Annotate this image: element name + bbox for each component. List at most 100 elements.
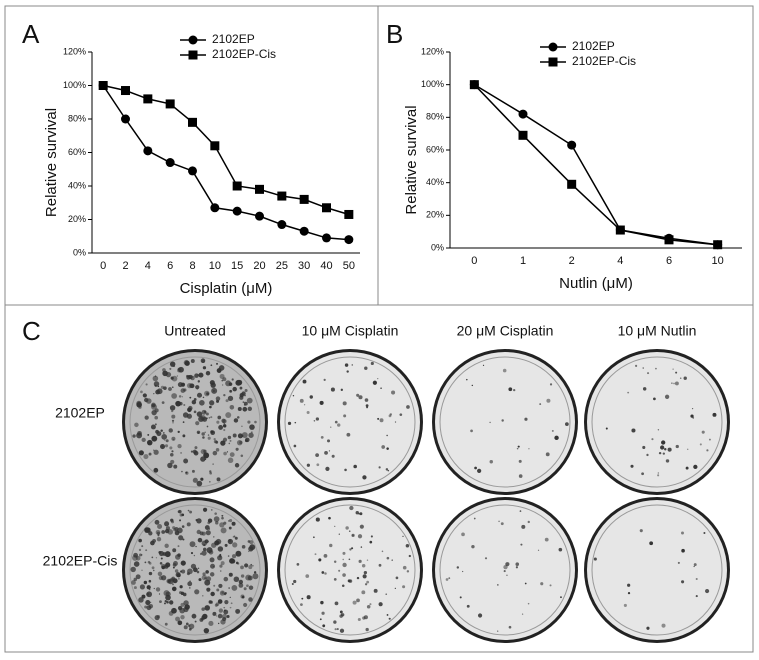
colony	[225, 412, 232, 419]
colony	[385, 468, 389, 471]
colony	[148, 571, 153, 576]
colony	[168, 428, 173, 433]
colony	[340, 613, 345, 617]
colony	[366, 559, 369, 561]
colony	[145, 549, 148, 552]
colony	[194, 446, 198, 450]
colony	[642, 445, 646, 450]
y-tick-label: 60%	[68, 147, 86, 157]
colony	[147, 439, 153, 446]
colony	[378, 563, 382, 567]
marker	[232, 181, 242, 191]
colony	[244, 388, 248, 392]
colony	[318, 558, 322, 562]
colony	[144, 415, 149, 420]
colony	[185, 471, 188, 474]
colony	[157, 571, 163, 577]
colony	[171, 393, 178, 399]
colony	[389, 413, 393, 416]
colony	[360, 546, 363, 548]
x-tick-label: 2	[569, 255, 575, 267]
colony	[233, 418, 239, 423]
colony	[194, 620, 197, 623]
y-tick-label: 80%	[68, 113, 86, 123]
colony	[196, 518, 202, 524]
colony	[164, 622, 168, 626]
colony	[402, 565, 407, 570]
colony	[225, 380, 232, 387]
colony	[169, 361, 176, 367]
marker	[469, 80, 479, 90]
x-tick-label: 8	[189, 260, 195, 272]
colony	[146, 605, 152, 611]
colony	[657, 429, 660, 431]
colony	[357, 617, 361, 622]
colony	[211, 387, 218, 394]
x-tick-label: 50	[343, 260, 355, 272]
colony	[361, 590, 366, 595]
colony	[365, 404, 369, 408]
colony	[171, 419, 175, 422]
colony	[238, 582, 244, 588]
colony	[206, 425, 209, 428]
colony	[370, 361, 374, 366]
colony	[175, 572, 181, 578]
colony	[240, 565, 244, 570]
colony	[388, 617, 391, 620]
row-label: 2102EP	[55, 405, 105, 421]
colony	[151, 556, 154, 559]
marker	[664, 235, 674, 245]
colony	[191, 469, 195, 473]
colony	[709, 438, 711, 441]
colony	[158, 551, 165, 557]
colony	[248, 432, 254, 438]
colony	[241, 545, 246, 549]
colony	[394, 587, 396, 590]
colony	[180, 602, 185, 607]
colony	[201, 432, 205, 436]
colony	[228, 587, 231, 589]
colony	[215, 440, 219, 444]
y-tick-label: 0%	[73, 247, 86, 257]
plate-inner-rim	[129, 356, 261, 488]
colony	[513, 388, 516, 392]
colony	[501, 419, 504, 422]
colony	[231, 378, 234, 381]
colony	[150, 424, 156, 430]
colony	[180, 615, 185, 620]
colony	[177, 545, 180, 548]
colony	[183, 458, 189, 464]
colony	[211, 542, 217, 548]
colony	[252, 573, 259, 580]
colony	[399, 413, 403, 417]
colony	[139, 553, 142, 557]
colony	[249, 544, 256, 551]
colony	[202, 547, 207, 552]
colony	[344, 363, 349, 367]
colony	[394, 421, 397, 423]
colony	[357, 534, 363, 539]
colony	[348, 579, 353, 583]
colony	[235, 447, 239, 451]
colony	[198, 372, 204, 378]
colony	[163, 590, 170, 597]
colony	[377, 378, 379, 380]
colony	[205, 576, 212, 582]
colony	[223, 592, 227, 596]
colony	[195, 421, 200, 426]
colony	[329, 543, 333, 548]
colony	[198, 578, 202, 582]
colony	[365, 627, 369, 632]
colony	[202, 595, 204, 597]
colony	[145, 383, 148, 386]
colony	[248, 597, 253, 602]
colony	[301, 597, 304, 600]
colony	[328, 450, 331, 452]
colony	[695, 595, 698, 598]
colony	[153, 449, 159, 455]
series-line	[473, 84, 718, 246]
colony	[320, 435, 324, 439]
colony	[178, 535, 184, 541]
colony	[362, 475, 367, 480]
colony	[353, 464, 357, 469]
